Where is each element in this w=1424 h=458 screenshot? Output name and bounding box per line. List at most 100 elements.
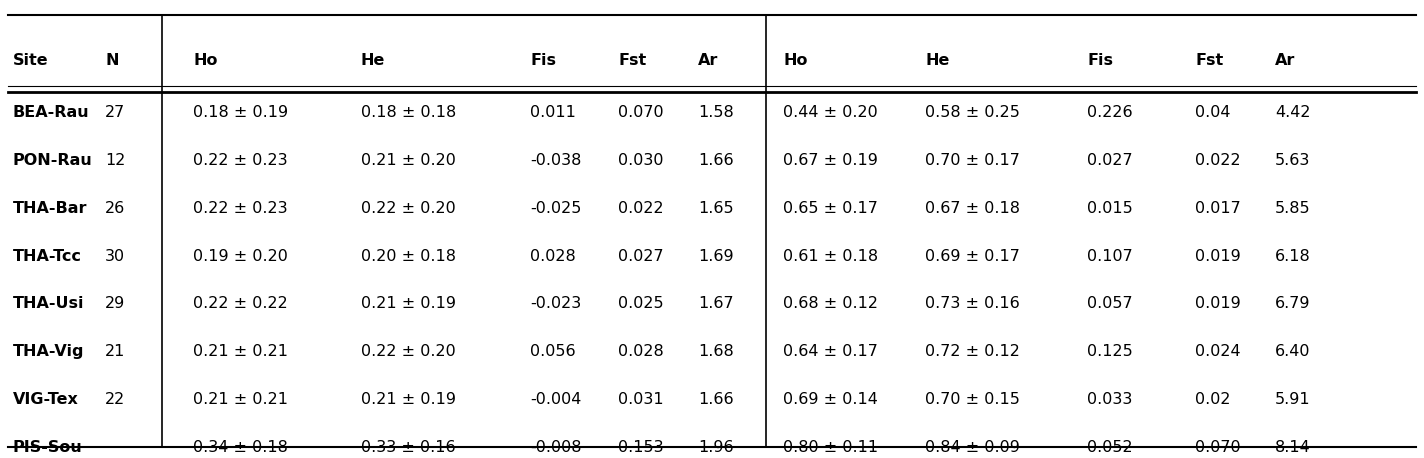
Text: 0.64 ± 0.17: 0.64 ± 0.17 [783,344,879,359]
Text: Fst: Fst [618,53,646,68]
Text: 0.22 ± 0.23: 0.22 ± 0.23 [194,153,288,168]
Text: BEA-Rau: BEA-Rau [13,105,90,120]
Text: 1.66: 1.66 [698,153,733,168]
Text: Ho: Ho [194,53,218,68]
Text: 0.69 ± 0.17: 0.69 ± 0.17 [926,249,1020,263]
Text: 0.153: 0.153 [618,440,664,455]
Text: 0.34 ± 0.18: 0.34 ± 0.18 [194,440,288,455]
Text: 0.027: 0.027 [618,249,664,263]
Text: 0.21 ± 0.19: 0.21 ± 0.19 [360,296,456,311]
Text: 0.019: 0.019 [1195,296,1240,311]
Text: 0.011: 0.011 [530,105,575,120]
Text: 0.107: 0.107 [1087,249,1134,263]
Text: 1.65: 1.65 [698,201,733,216]
Text: 0.125: 0.125 [1087,344,1134,359]
Text: 0.025: 0.025 [618,296,664,311]
Text: 0.80 ± 0.11: 0.80 ± 0.11 [783,440,879,455]
Text: 0.052: 0.052 [1087,440,1134,455]
Text: 0.070: 0.070 [1195,440,1240,455]
Text: 0.028: 0.028 [530,249,575,263]
Text: 5.85: 5.85 [1274,201,1310,216]
Text: 0.022: 0.022 [1195,153,1240,168]
Text: 0.61 ± 0.18: 0.61 ± 0.18 [783,249,879,263]
Text: 0.02: 0.02 [1195,392,1230,407]
Text: PON-Rau: PON-Rau [13,153,93,168]
Text: 0.022: 0.022 [618,201,664,216]
Text: THA-Tcc: THA-Tcc [13,249,81,263]
Text: 0.69 ± 0.14: 0.69 ± 0.14 [783,392,879,407]
Text: Ar: Ar [698,53,718,68]
Text: 0.226: 0.226 [1087,105,1134,120]
Text: THA-Bar: THA-Bar [13,201,87,216]
Text: PIS-Sou: PIS-Sou [13,440,83,455]
Text: 6.18: 6.18 [1274,249,1310,263]
Text: 0.58 ± 0.25: 0.58 ± 0.25 [926,105,1020,120]
Text: 1.69: 1.69 [698,249,733,263]
Text: 0.21 ± 0.21: 0.21 ± 0.21 [194,392,288,407]
Text: 21: 21 [105,344,125,359]
Text: 6.79: 6.79 [1274,296,1310,311]
Text: 22: 22 [105,392,125,407]
Text: 0.70 ± 0.15: 0.70 ± 0.15 [926,392,1020,407]
Text: 0.031: 0.031 [618,392,664,407]
Text: N: N [105,53,118,68]
Text: 0.73 ± 0.16: 0.73 ± 0.16 [926,296,1020,311]
Text: 1.58: 1.58 [698,105,733,120]
Text: THA-Usi: THA-Usi [13,296,84,311]
Text: 0.033: 0.033 [1087,392,1132,407]
Text: 29: 29 [105,296,125,311]
Text: 1.66: 1.66 [698,392,733,407]
Text: 26: 26 [105,201,125,216]
Text: 0.22 ± 0.23: 0.22 ± 0.23 [194,201,288,216]
Text: 0.027: 0.027 [1087,153,1134,168]
Text: 0.028: 0.028 [618,344,664,359]
Text: 0.22 ± 0.20: 0.22 ± 0.20 [360,344,456,359]
Text: Fis: Fis [1087,53,1114,68]
Text: 0.22 ± 0.22: 0.22 ± 0.22 [194,296,288,311]
Text: 0.024: 0.024 [1195,344,1240,359]
Text: 0.015: 0.015 [1087,201,1134,216]
Text: 4.42: 4.42 [1274,105,1310,120]
Text: Ar: Ar [1274,53,1296,68]
Text: 0.017: 0.017 [1195,201,1240,216]
Text: VIG-Tex: VIG-Tex [13,392,78,407]
Text: 1.67: 1.67 [698,296,733,311]
Text: -0.004: -0.004 [530,392,581,407]
Text: 0.19 ± 0.20: 0.19 ± 0.20 [194,249,288,263]
Text: 0.72 ± 0.12: 0.72 ± 0.12 [926,344,1020,359]
Text: 0.18 ± 0.19: 0.18 ± 0.19 [194,105,289,120]
Text: 0.057: 0.057 [1087,296,1134,311]
Text: 0.21 ± 0.21: 0.21 ± 0.21 [194,344,288,359]
Text: Site: Site [13,53,48,68]
Text: -0.038: -0.038 [530,153,581,168]
Text: 0.33 ± 0.16: 0.33 ± 0.16 [360,440,456,455]
Text: 0.21 ± 0.19: 0.21 ± 0.19 [360,392,456,407]
Text: 27: 27 [105,105,125,120]
Text: 0.65 ± 0.17: 0.65 ± 0.17 [783,201,879,216]
Text: 0.04: 0.04 [1195,105,1230,120]
Text: 0.070: 0.070 [618,105,664,120]
Text: -0.025: -0.025 [530,201,581,216]
Text: 1.96: 1.96 [698,440,733,455]
Text: 0.22 ± 0.20: 0.22 ± 0.20 [360,201,456,216]
Text: Ho: Ho [783,53,807,68]
Text: -0.008: -0.008 [530,440,581,455]
Text: 0.20 ± 0.18: 0.20 ± 0.18 [360,249,456,263]
Text: 12: 12 [105,153,125,168]
Text: He: He [926,53,950,68]
Text: 5.91: 5.91 [1274,392,1310,407]
Text: Fis: Fis [530,53,557,68]
Text: 0.18 ± 0.18: 0.18 ± 0.18 [360,105,456,120]
Text: 5.63: 5.63 [1274,153,1310,168]
Text: 0.44 ± 0.20: 0.44 ± 0.20 [783,105,877,120]
Text: 0.056: 0.056 [530,344,575,359]
Text: 0.21 ± 0.20: 0.21 ± 0.20 [360,153,456,168]
Text: He: He [360,53,386,68]
Text: 0.70 ± 0.17: 0.70 ± 0.17 [926,153,1020,168]
Text: 6.40: 6.40 [1274,344,1310,359]
Text: 0.67 ± 0.19: 0.67 ± 0.19 [783,153,879,168]
Text: 0.84 ± 0.09: 0.84 ± 0.09 [926,440,1020,455]
Text: -0.023: -0.023 [530,296,581,311]
Text: 0.68 ± 0.12: 0.68 ± 0.12 [783,296,879,311]
Text: 30: 30 [105,249,125,263]
